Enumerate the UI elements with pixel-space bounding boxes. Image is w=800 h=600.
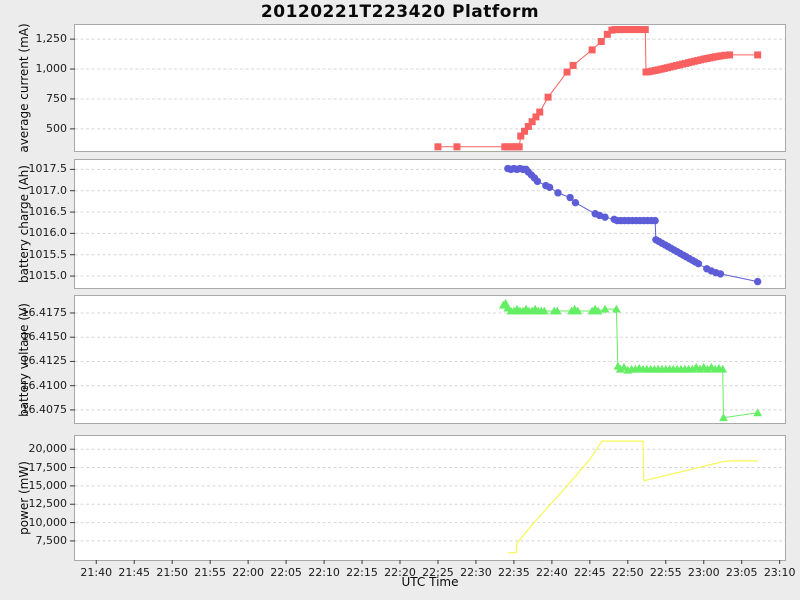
y-tick-label: 16.4100 (21, 378, 68, 392)
y-tick-label: 1017.5 (28, 162, 68, 176)
power-canvas (70, 440, 785, 564)
x-tick-label: 21:55 (194, 566, 226, 579)
y-tick-label: 16.4175 (21, 305, 68, 319)
y-tick-label: 1016.0 (28, 226, 68, 240)
y-tick-label: 500 (46, 121, 67, 135)
avg-current-canvas (70, 26, 785, 151)
x-tick-label: 22:40 (536, 566, 568, 579)
figure-title: 20120221T223420 Platform (260, 2, 540, 22)
y-tick-label: 1,250 (35, 32, 68, 46)
power-series-line (507, 440, 758, 554)
y-axis-label-avg-current: average current (mA) (17, 23, 31, 153)
x-tick-label: 22:25 (422, 566, 454, 579)
battery-voltage-data-points (498, 298, 763, 422)
y-tick-label: 7,500 (35, 533, 68, 547)
y-tick-label: 1,000 (35, 62, 68, 76)
y-tick-label: 20,000 (28, 442, 68, 456)
y-tick-label: 15,000 (28, 478, 68, 492)
x-tick-label: 22:05 (270, 566, 302, 579)
subplot-avg-current (70, 24, 786, 152)
x-tick-label: 22:30 (460, 566, 492, 579)
y-tick-label: 12,500 (28, 497, 68, 511)
battery-charge-data-points (504, 164, 762, 286)
x-tick-label: 23:10 (763, 566, 796, 579)
x-tick-label: 22:15 (346, 566, 378, 579)
y-tick-label: 16.4075 (21, 402, 68, 416)
x-tick-label: 23:00 (687, 566, 720, 579)
y-tick-label: 1015.5 (28, 247, 68, 261)
x-tick-label: 23:05 (725, 566, 758, 579)
x-tick-label: 22:00 (232, 566, 264, 579)
battery-voltage-series-line (502, 302, 758, 419)
x-tick-label: 22:50 (611, 566, 644, 579)
x-tick-label: 21:50 (156, 566, 189, 579)
subplot-battery-voltage (70, 295, 786, 424)
y-axis-label-power: power (mW) (17, 461, 31, 535)
subplot-battery-charge (70, 159, 786, 289)
y-tick-label: 16.4150 (21, 330, 68, 344)
subplot-power (70, 435, 786, 564)
y-tick-label: 17,500 (28, 460, 68, 474)
x-tick-label: 22:20 (384, 566, 416, 579)
y-tick-label: 750 (46, 91, 67, 105)
x-tick-label: 22:10 (308, 566, 340, 579)
y-tick-label: 1016.5 (28, 205, 68, 219)
x-tick-label: 21:40 (80, 566, 113, 579)
avg-current-data-points (434, 26, 762, 151)
y-tick-label: 16.4125 (21, 354, 68, 368)
y-axis-label-battery-voltage: battery voltage (V) (17, 302, 31, 417)
x-tick-label: 22:35 (498, 566, 530, 579)
battery-voltage-canvas (70, 298, 785, 422)
x-axis-label: UTC Time (401, 575, 459, 589)
y-axis-label-battery-charge: battery charge (Ah) (17, 165, 31, 283)
y-tick-label: 10,000 (28, 515, 68, 529)
x-tick-label: 22:55 (649, 566, 682, 579)
battery-charge-canvas (70, 164, 785, 286)
y-tick-label: 1015.0 (28, 269, 68, 283)
y-tick-label: 1017.0 (28, 183, 68, 197)
x-tick-label: 21:45 (118, 566, 151, 579)
x-tick-label: 22:45 (573, 566, 606, 579)
